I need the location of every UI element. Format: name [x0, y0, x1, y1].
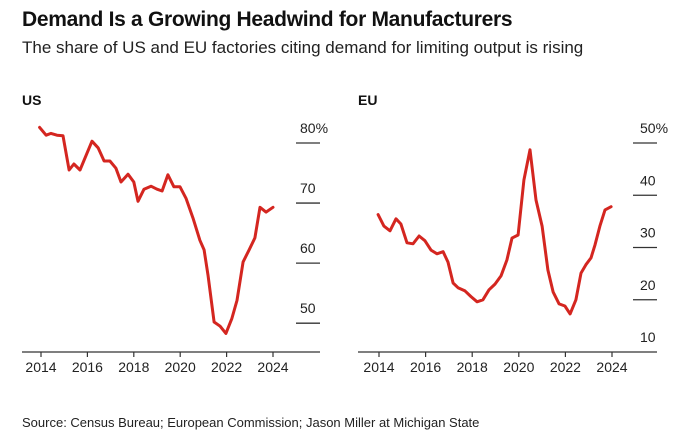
us-xtick-label-2018: 2018 [118, 359, 149, 375]
us-ytick-label-70: 70 [300, 180, 316, 196]
us-xtick-label-2014: 2014 [25, 359, 56, 375]
eu-panel-title: EU [358, 92, 378, 108]
us-xtick-label-2016: 2016 [72, 359, 103, 375]
us-ytick-label-80: 80% [300, 120, 328, 136]
eu-series-line [376, 148, 613, 316]
eu-xtick-label-2016: 2016 [410, 359, 441, 375]
eu-xtick-label-2024: 2024 [596, 359, 627, 375]
chart-title: Demand Is a Growing Headwind for Manufac… [22, 8, 513, 31]
source-note: Source: Census Bureau; European Commissi… [22, 415, 480, 430]
eu-ytick-label-10: 10 [640, 329, 656, 345]
us-xtick-label-2024: 2024 [257, 359, 288, 375]
eu-xtick-label-2022: 2022 [550, 359, 581, 375]
eu-xtick-label-2018: 2018 [457, 359, 488, 375]
us-series-line [38, 125, 275, 335]
eu-ytick-label-40: 40 [640, 172, 656, 188]
eu-ytick-label-30: 30 [640, 225, 656, 241]
us-ytick-label-50: 50 [300, 300, 316, 316]
us-xtick-label-2020: 2020 [165, 359, 196, 375]
eu-ytick-label-20: 20 [640, 277, 656, 293]
eu-ytick-label-50: 50% [640, 120, 668, 136]
us-xtick-label-2022: 2022 [211, 359, 242, 375]
eu-xtick-label-2020: 2020 [503, 359, 534, 375]
us-panel-title: US [22, 92, 42, 108]
us-ytick-label-60: 60 [300, 240, 316, 256]
chart-subtitle: The share of US and EU factories citing … [22, 38, 584, 57]
eu-xtick-label-2014: 2014 [363, 359, 394, 375]
